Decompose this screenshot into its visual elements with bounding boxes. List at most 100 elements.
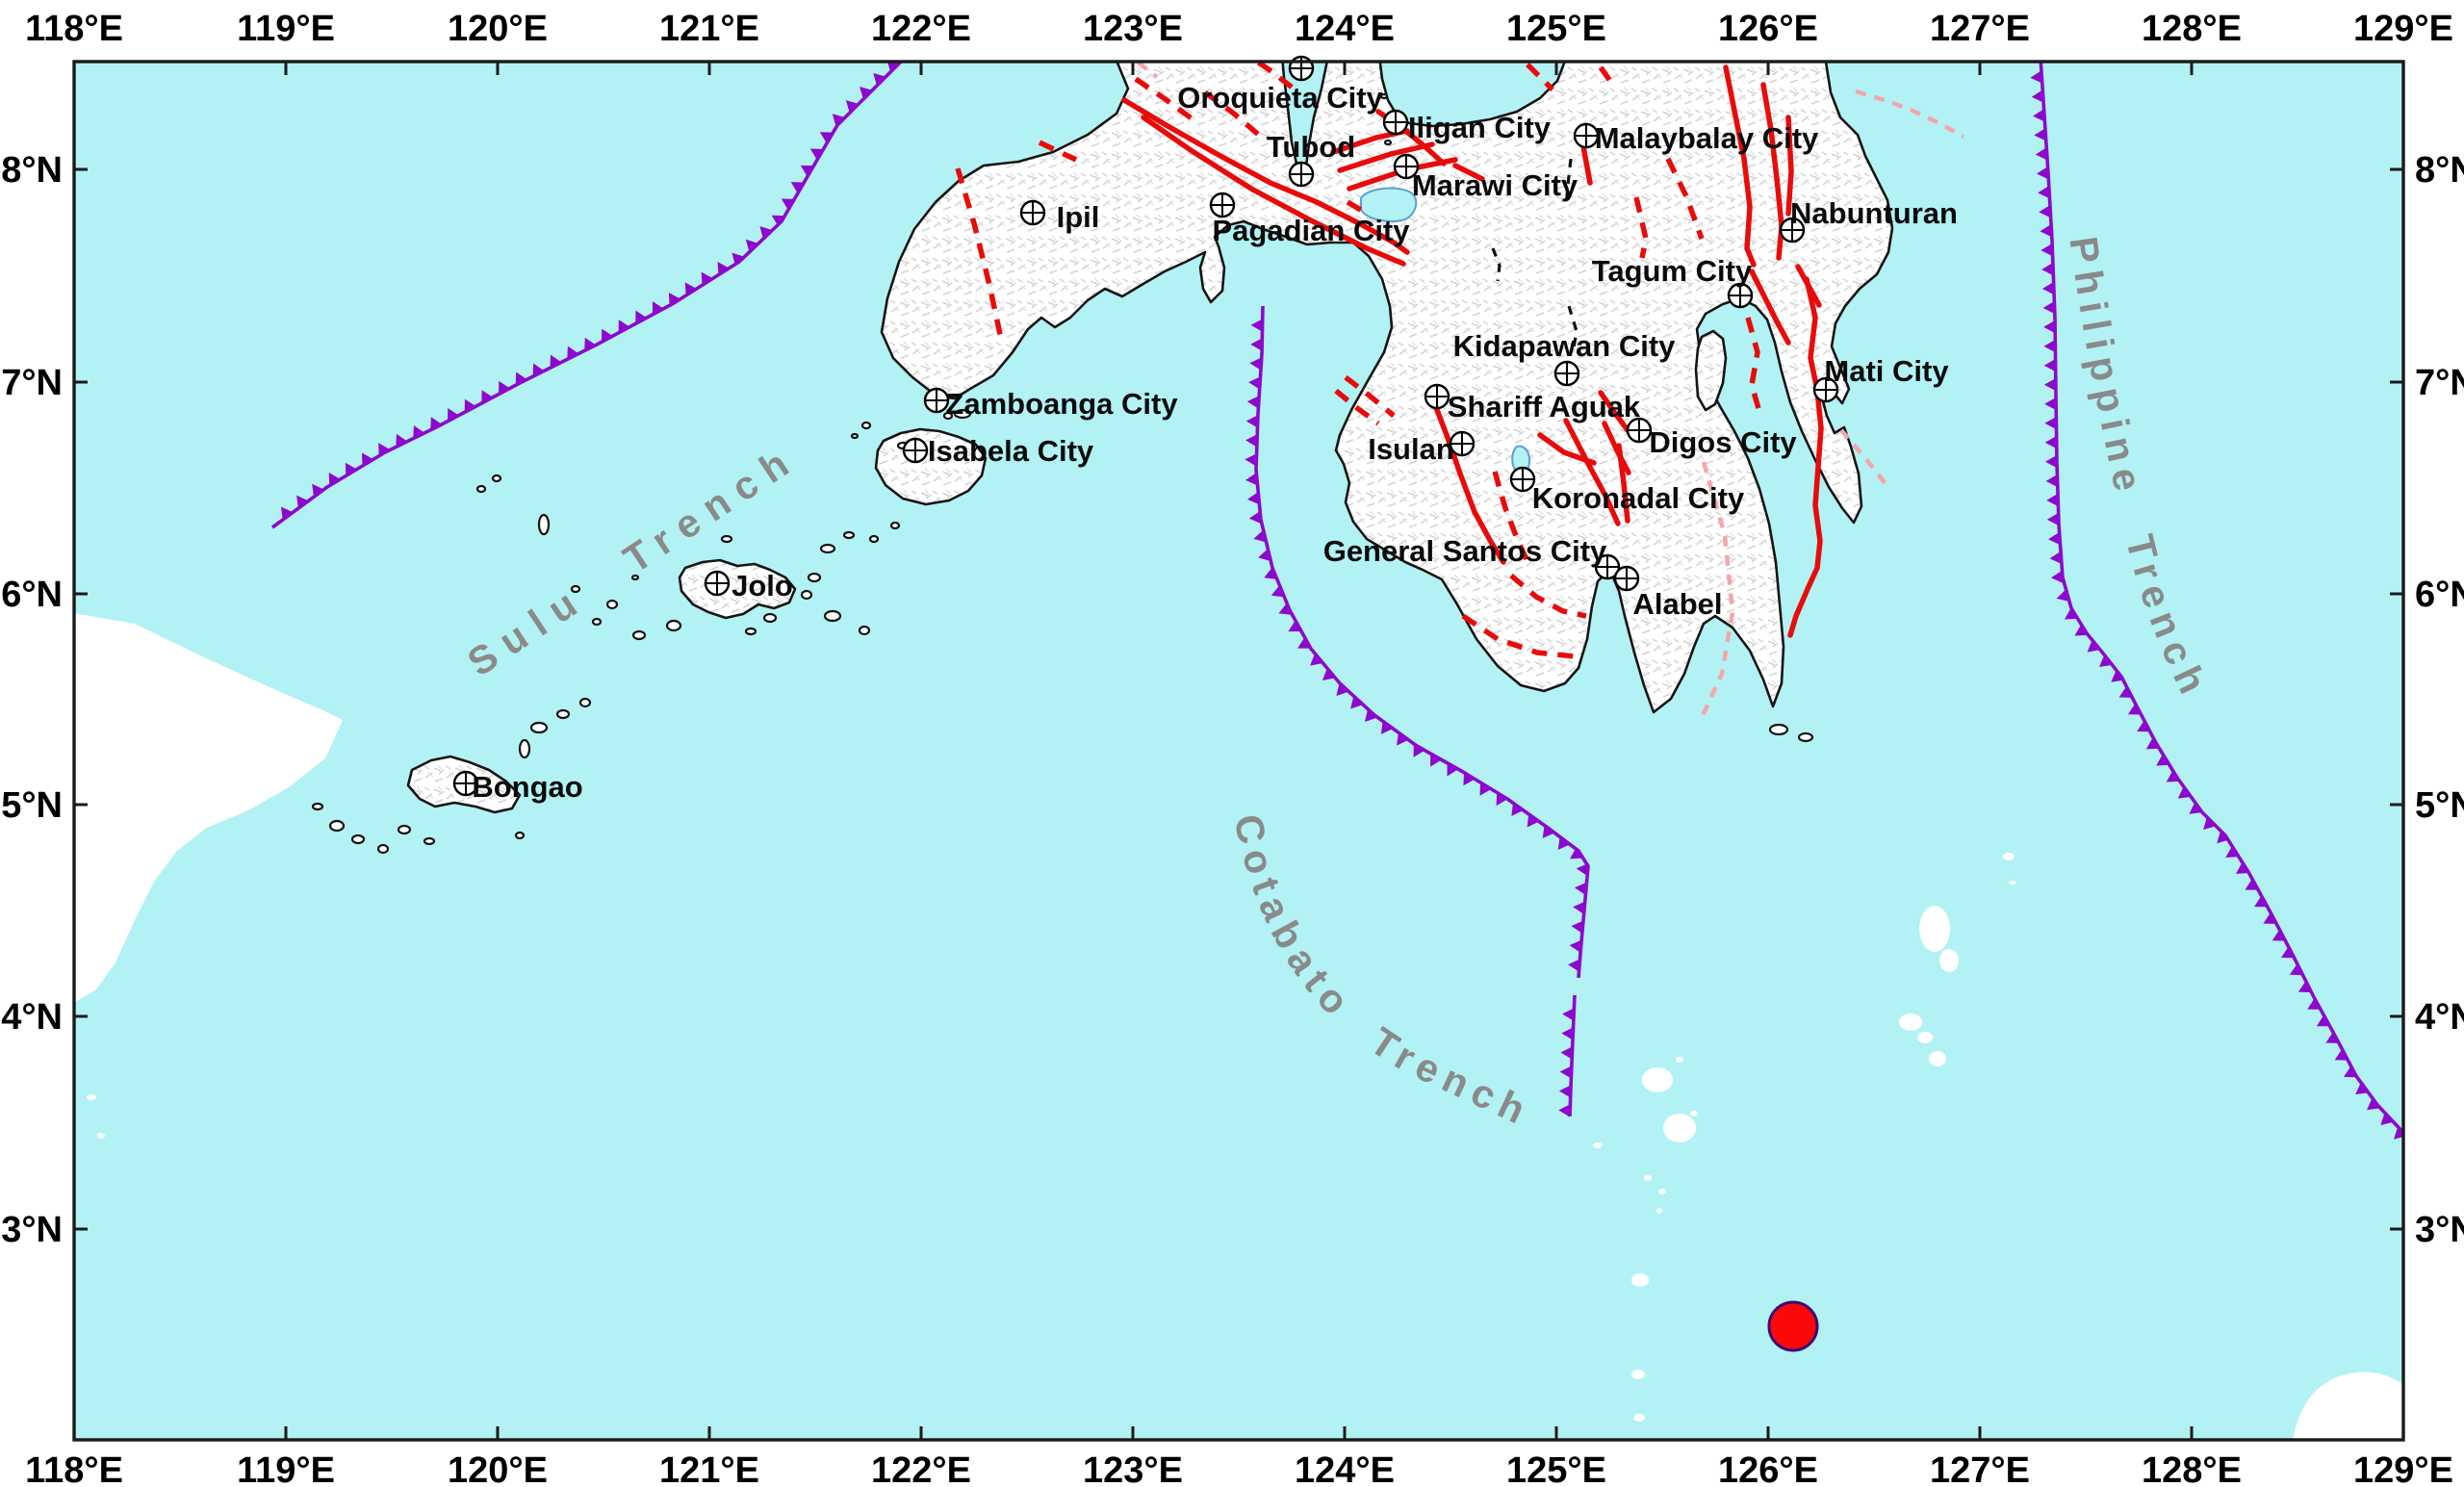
crosshair-cross xyxy=(1395,155,1418,178)
islet xyxy=(953,408,972,420)
islet xyxy=(537,513,551,536)
subduction-teeth-icon xyxy=(2098,654,2113,668)
foreign-island xyxy=(1939,949,1959,972)
subduction-teeth-icon xyxy=(2030,70,2042,84)
city-isabela-city: Isabela City xyxy=(902,434,1094,468)
city-label: Shariff Aguak xyxy=(1448,390,1641,423)
lake-lanao xyxy=(1360,187,1418,222)
active-fault-solid xyxy=(1785,115,1794,217)
active-fault-dashed xyxy=(1633,196,1649,259)
axis-label-bottom: 118°E xyxy=(25,1450,123,1487)
islet xyxy=(514,831,526,840)
crosshair-cross xyxy=(1211,193,1234,217)
subduction-teeth-icon xyxy=(2263,912,2277,924)
crosshair-cross xyxy=(1615,567,1638,590)
foreign-island xyxy=(1917,1032,1933,1043)
subduction-teeth-icon xyxy=(2034,128,2046,141)
subduction-teeth-icon xyxy=(2049,551,2062,565)
subduction-teeth-icon xyxy=(1447,762,1459,777)
crosshair-cross xyxy=(1384,111,1407,134)
map-frame xyxy=(72,60,2405,1442)
subduction-teeth-icon xyxy=(1249,357,1262,371)
subduction-teeth-icon xyxy=(819,132,834,143)
subduction-teeth-icon xyxy=(790,182,805,193)
subduction-teeth-icon xyxy=(2038,186,2050,199)
crosshair-cross xyxy=(1511,468,1534,491)
subduction-teeth-icon xyxy=(832,114,845,127)
foreign-island xyxy=(1919,906,1950,952)
foreign-island xyxy=(87,1094,96,1100)
axis-label-top: 118°E xyxy=(25,9,123,49)
subduction-teeth-icon xyxy=(2137,720,2150,732)
islet xyxy=(842,530,856,540)
active-fault-dashed xyxy=(1665,157,1705,240)
subduction-teeth-icon xyxy=(1245,453,1257,467)
islet xyxy=(578,697,592,708)
foreign-island xyxy=(2293,1372,2403,1440)
subduction-teeth-icon xyxy=(1253,529,1267,543)
axis-label-bottom: 122°E xyxy=(871,1450,971,1487)
city-zamboanga-city: Zamboanga City xyxy=(923,387,1178,421)
city-general-santos-city: General Santos City xyxy=(1323,534,1621,580)
subduction-teeth-icon xyxy=(2039,205,2051,218)
subduction-teeth-icon xyxy=(296,495,309,509)
crosshair-cross xyxy=(706,572,729,595)
subduction-teeth-icon xyxy=(1576,862,1589,877)
city-bongao: Bongao xyxy=(452,770,583,804)
subduction-teeth-icon xyxy=(781,198,795,211)
mindanao-relief xyxy=(880,62,1894,714)
active-fault-dashed xyxy=(1203,90,1263,140)
islet xyxy=(762,612,778,624)
active-fault-dashed xyxy=(1344,374,1396,419)
subduction-teeth-icon xyxy=(1558,1104,1571,1117)
city-tagum-city: Tagum City xyxy=(1592,254,1754,309)
subduction-teeth-icon xyxy=(1413,744,1425,757)
inferred-fault-dashed xyxy=(1855,89,1965,139)
subduction-teeth-icon xyxy=(873,72,886,86)
subduction-teeth-icon xyxy=(2046,512,2060,526)
subduction-teeth-icon xyxy=(2043,320,2056,334)
axis-label-top: 127°E xyxy=(1930,9,2030,49)
subduction-teeth-icon xyxy=(1264,567,1277,579)
city-label: Tagum City xyxy=(1592,254,1753,288)
active-fault-solid xyxy=(1121,97,1410,255)
islet xyxy=(518,738,531,759)
crosshair-cross xyxy=(904,439,927,462)
axis-label-left: 8°N xyxy=(1,150,63,191)
islet xyxy=(858,625,871,636)
subduction-teeth-icon xyxy=(1380,721,1394,734)
crosshair-cross xyxy=(1628,419,1651,442)
subduction-teeth-icon xyxy=(1246,396,1260,409)
subduction-teeth-icon xyxy=(2366,1097,2380,1111)
subduction-teeth-icon xyxy=(618,320,630,333)
foreign-island xyxy=(1929,1051,1946,1066)
subduction-teeth-icon xyxy=(550,354,562,369)
active-fault-dashed xyxy=(1745,317,1762,413)
subduction-teeth-icon xyxy=(2272,929,2286,941)
axis-label-top: 126°E xyxy=(1718,9,1818,49)
subduction-teeth-icon xyxy=(1571,920,1583,934)
subduction-teeth-icon xyxy=(2203,816,2217,831)
city-label: Mati City xyxy=(1824,354,1949,388)
subduction-teeth-icon xyxy=(2087,639,2101,653)
islet xyxy=(491,474,502,483)
subduction-teeth-icon xyxy=(1278,602,1292,615)
subduction-teeth-icon xyxy=(2045,474,2058,488)
islet xyxy=(423,836,436,846)
subduction-teeth-icon xyxy=(2245,879,2259,890)
city-label: Digos City xyxy=(1649,425,1797,459)
subduction-teeth-icon xyxy=(1496,792,1508,807)
subduction-teeth-icon xyxy=(2343,1065,2357,1078)
active-fault-dashed xyxy=(1038,140,1078,163)
crosshair-cross xyxy=(1575,124,1598,147)
city-iligan-city: Iligan City xyxy=(1382,109,1552,144)
islet xyxy=(942,411,954,421)
city-malaybalay-city: Malaybalay City xyxy=(1573,121,1819,155)
epicenter-dot-icon xyxy=(1767,1300,1819,1352)
subduction-teeth-icon xyxy=(2254,895,2268,908)
subduction-teeth-icon xyxy=(2156,754,2169,766)
axis-label-right: 3°N xyxy=(2415,1210,2464,1250)
subduction-teeth-icon xyxy=(635,310,647,324)
subduction-teeth-icon xyxy=(2281,946,2295,959)
